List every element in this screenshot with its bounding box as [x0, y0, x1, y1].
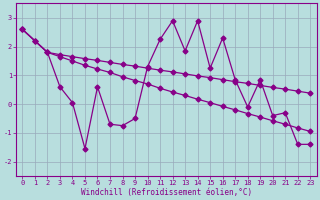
- X-axis label: Windchill (Refroidissement éolien,°C): Windchill (Refroidissement éolien,°C): [81, 188, 252, 197]
